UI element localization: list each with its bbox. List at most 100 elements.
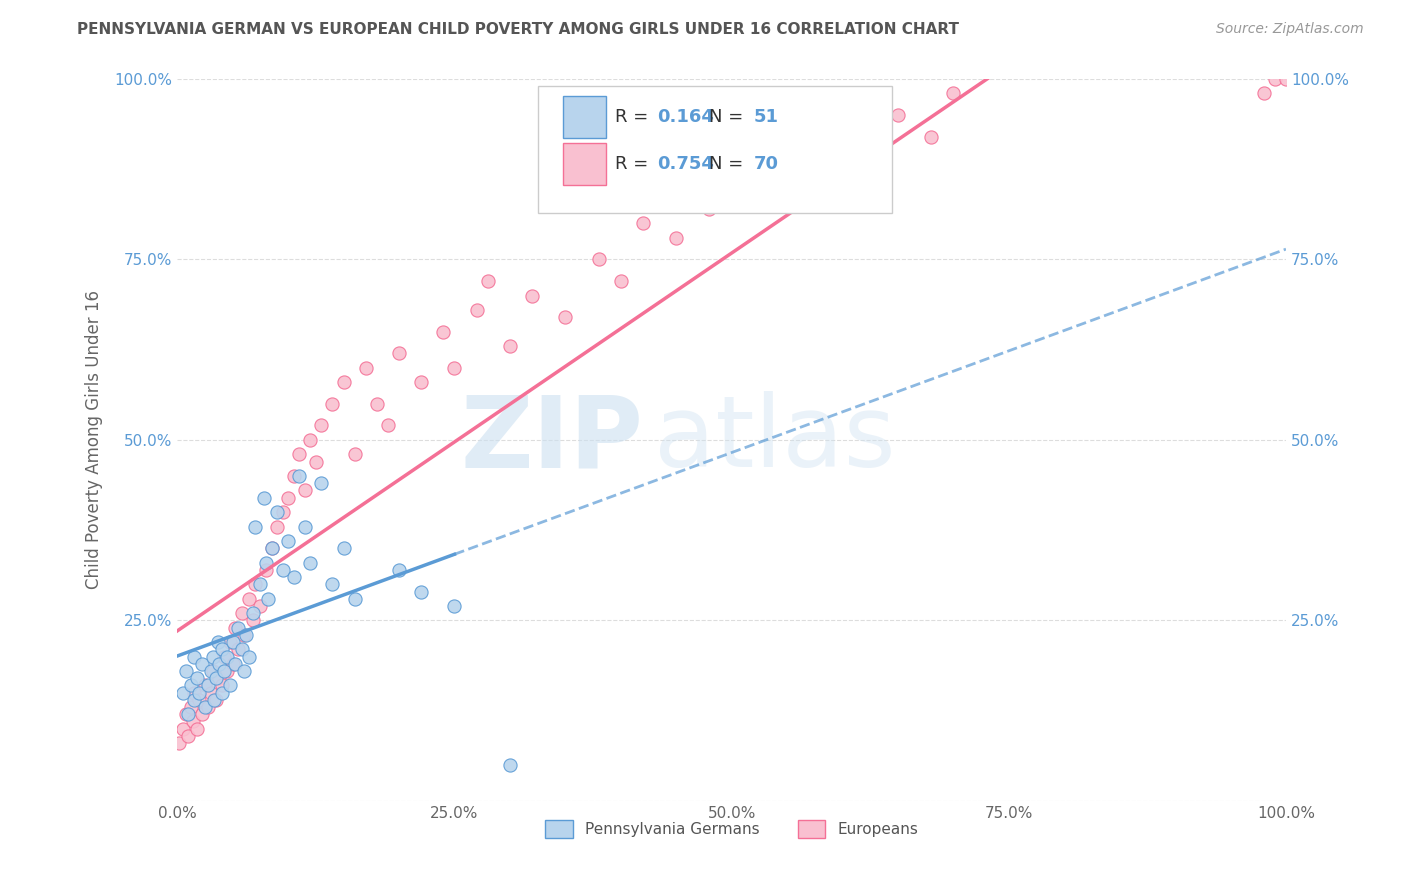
- Point: [190, 707, 212, 722]
- Point: [311, 476, 333, 491]
- Point: [465, 303, 488, 318]
- Point: [332, 375, 354, 389]
- Point: [520, 288, 543, 302]
- Point: [174, 707, 197, 722]
- Point: [283, 570, 305, 584]
- Point: [283, 469, 305, 483]
- Point: [235, 628, 257, 642]
- Point: [920, 129, 942, 144]
- FancyBboxPatch shape: [562, 95, 606, 138]
- Point: [254, 563, 277, 577]
- Point: [388, 346, 411, 360]
- Point: [294, 519, 316, 533]
- Text: Source: ZipAtlas.com: Source: ZipAtlas.com: [1216, 22, 1364, 37]
- Point: [172, 722, 194, 736]
- Point: [211, 678, 233, 692]
- Point: [231, 642, 253, 657]
- Point: [411, 375, 433, 389]
- Point: [254, 556, 277, 570]
- Point: [183, 693, 205, 707]
- Point: [205, 671, 228, 685]
- Point: [1275, 72, 1298, 87]
- Point: [343, 447, 366, 461]
- Point: [219, 635, 242, 649]
- Text: ZIP: ZIP: [460, 392, 643, 489]
- Point: [499, 757, 522, 772]
- Text: PENNSYLVANIA GERMAN VS EUROPEAN CHILD POVERTY AMONG GIRLS UNDER 16 CORRELATION C: PENNSYLVANIA GERMAN VS EUROPEAN CHILD PO…: [77, 22, 959, 37]
- Point: [831, 129, 853, 144]
- Point: [631, 216, 654, 230]
- Point: [174, 664, 197, 678]
- Point: [808, 144, 831, 158]
- Point: [211, 642, 233, 657]
- Point: [243, 577, 266, 591]
- Point: [377, 418, 399, 433]
- Point: [212, 664, 235, 678]
- Point: [226, 621, 249, 635]
- Point: [432, 325, 454, 339]
- Text: N =: N =: [710, 155, 749, 173]
- Point: [194, 700, 217, 714]
- Point: [720, 180, 742, 194]
- Point: [177, 707, 200, 722]
- Point: [411, 584, 433, 599]
- Point: [172, 685, 194, 699]
- Point: [202, 693, 225, 707]
- Point: [321, 577, 343, 591]
- Point: [665, 231, 688, 245]
- Point: [219, 678, 242, 692]
- Point: [266, 519, 288, 533]
- Point: [294, 483, 316, 498]
- Point: [186, 671, 208, 685]
- Point: [299, 556, 322, 570]
- Point: [332, 541, 354, 556]
- Point: [266, 505, 288, 519]
- Point: [222, 635, 245, 649]
- Point: [238, 649, 260, 664]
- Point: [942, 87, 965, 101]
- Point: [249, 577, 271, 591]
- Point: [288, 447, 311, 461]
- Point: [277, 533, 299, 548]
- Point: [190, 657, 212, 671]
- Text: 0.754: 0.754: [658, 155, 714, 173]
- Point: [699, 202, 721, 216]
- Point: [321, 397, 343, 411]
- Point: [343, 591, 366, 606]
- Point: [443, 599, 465, 613]
- Point: [231, 606, 253, 620]
- Point: [217, 664, 239, 678]
- Point: [271, 563, 294, 577]
- Point: [887, 108, 910, 122]
- Point: [186, 722, 208, 736]
- Point: [211, 685, 233, 699]
- Point: [232, 664, 254, 678]
- Point: [443, 360, 465, 375]
- Point: [305, 454, 328, 468]
- Point: [180, 678, 202, 692]
- Point: [271, 505, 294, 519]
- Point: [1253, 87, 1275, 101]
- Point: [183, 685, 205, 699]
- Point: [200, 664, 222, 678]
- Point: [260, 541, 283, 556]
- Point: [243, 519, 266, 533]
- Y-axis label: Child Poverty Among Girls Under 16: Child Poverty Among Girls Under 16: [86, 291, 103, 590]
- Point: [253, 491, 276, 505]
- Point: [188, 685, 211, 699]
- Point: [188, 693, 211, 707]
- Text: R =: R =: [616, 155, 654, 173]
- Legend: Pennsylvania Germans, Europeans: Pennsylvania Germans, Europeans: [538, 814, 924, 844]
- Point: [180, 700, 202, 714]
- Point: [232, 628, 254, 642]
- Text: 0.164: 0.164: [658, 108, 714, 126]
- Point: [177, 729, 200, 743]
- Point: [554, 310, 576, 325]
- Point: [354, 360, 377, 375]
- Point: [200, 685, 222, 699]
- Point: [609, 274, 631, 288]
- Point: [242, 606, 264, 620]
- Point: [217, 649, 239, 664]
- Point: [257, 591, 280, 606]
- Text: atlas: atlas: [654, 392, 896, 489]
